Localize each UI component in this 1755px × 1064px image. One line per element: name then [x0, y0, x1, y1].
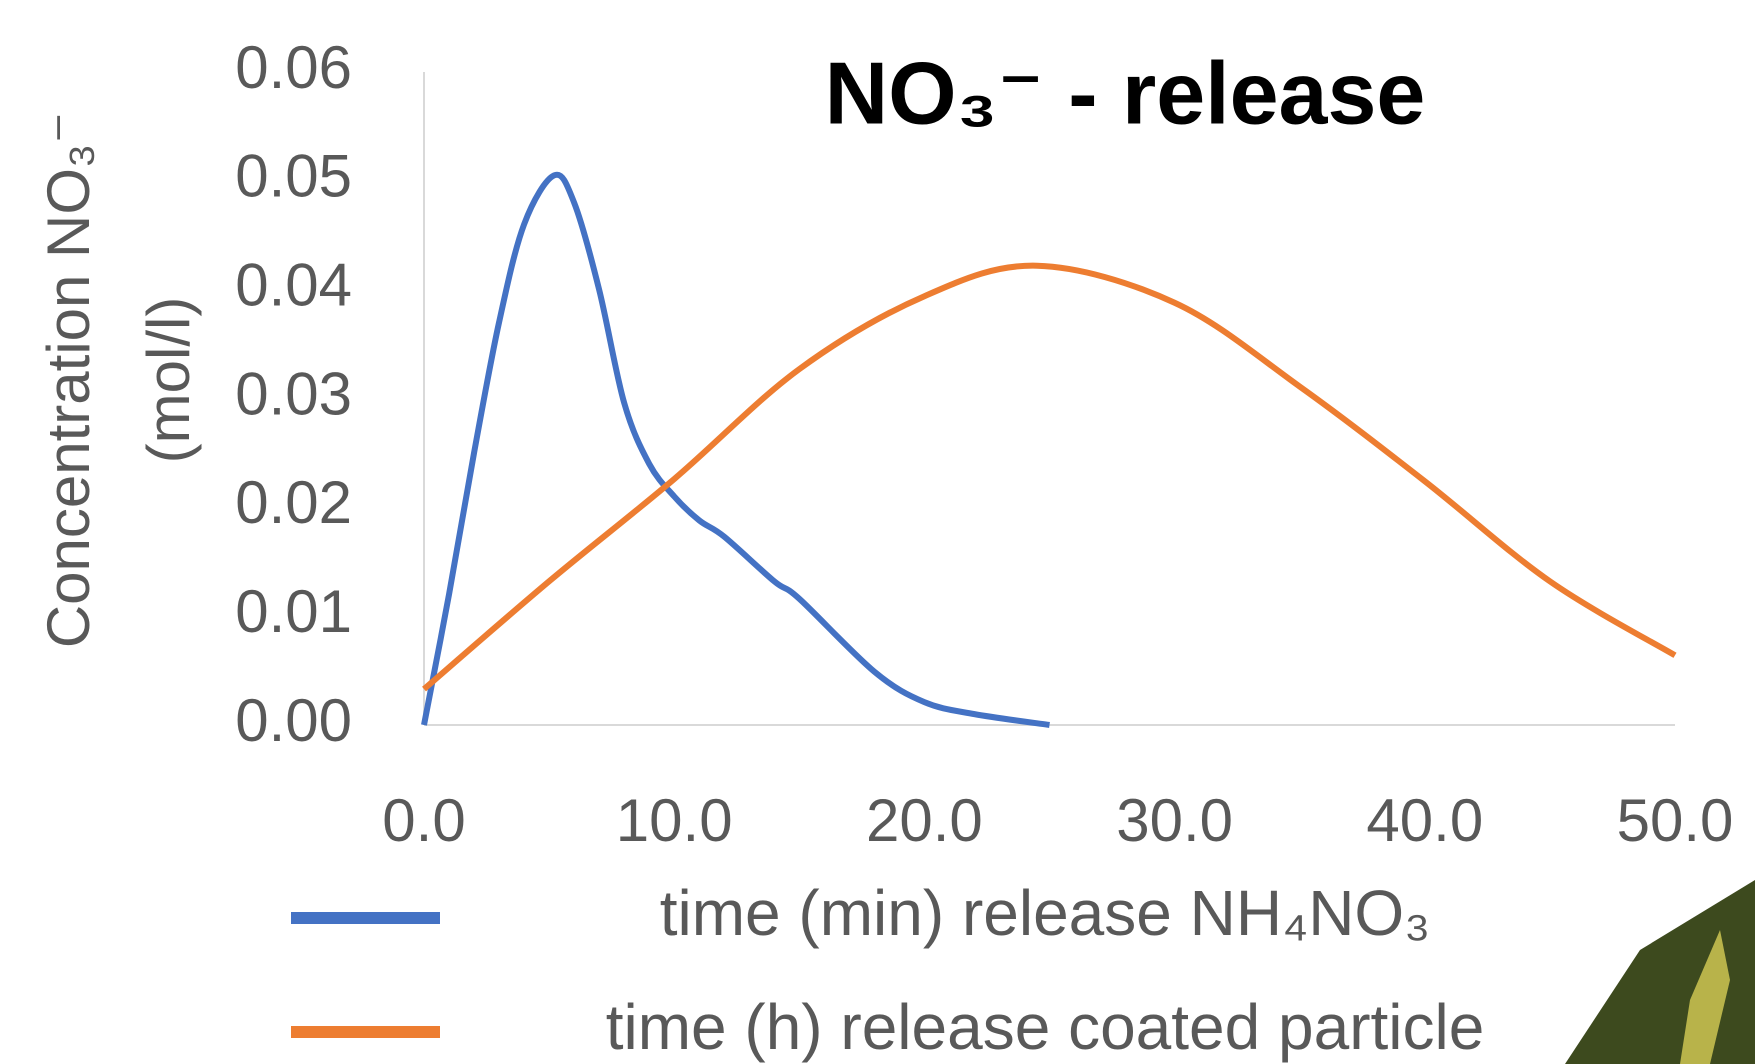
line-series: [421, 171, 1050, 728]
y-tick-label: 0.05: [235, 143, 352, 210]
x-tick-label: 40.0: [1366, 787, 1483, 854]
legend-label: time (h) release coated particle: [606, 991, 1485, 1063]
y-axis-label: (mol/l): [135, 297, 202, 464]
y-tick-label: 0.03: [235, 360, 352, 427]
x-tick-label: 20.0: [866, 787, 983, 854]
y-axis-label: Concentration NO₃⁻: [35, 112, 102, 648]
y-tick-label: 0.00: [235, 687, 352, 754]
y-tick-label: 0.04: [235, 252, 352, 319]
x-tick-label: 50.0: [1617, 787, 1734, 854]
y-tick-label: 0.06: [235, 34, 352, 101]
chart-title: NO₃⁻ - release: [825, 43, 1426, 142]
leaf-highlight: [1680, 930, 1730, 1064]
line-series: [422, 262, 1677, 692]
x-tick-label: 0.0: [382, 787, 465, 854]
y-tick-label: 0.02: [235, 469, 352, 536]
legend-label: time (min) release NH₄NO₃: [660, 877, 1431, 949]
x-tick-label: 10.0: [616, 787, 733, 854]
y-tick-label: 0.01: [235, 578, 352, 645]
x-tick-label: 30.0: [1116, 787, 1233, 854]
